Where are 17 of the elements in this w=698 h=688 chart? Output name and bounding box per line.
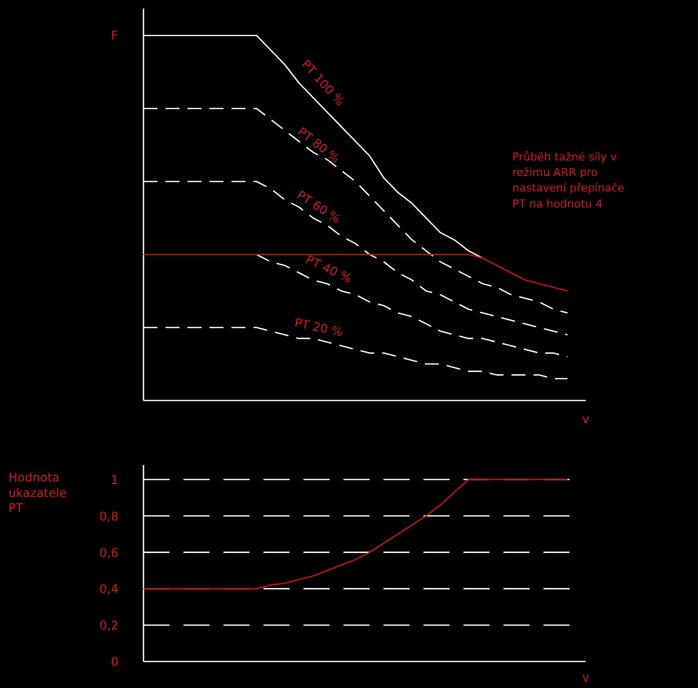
text: PT 80 % — [295, 124, 342, 166]
y-tick-label: 0,8 — [99, 509, 119, 524]
y-tick-label: 0,2 — [99, 618, 119, 633]
text: PT 100 % — [298, 57, 348, 109]
y-tick-label: 0,6 — [99, 546, 119, 560]
y-tick-label: 1 — [110, 473, 119, 487]
text: PT 60 % — [294, 188, 344, 226]
x-axis-title: v — [582, 412, 590, 426]
y-axis-title: F — [110, 28, 118, 42]
text: PT 20 % — [293, 316, 344, 340]
y-tick-label: 0,4 — [99, 582, 119, 596]
y-axis-title: Hodnota ukazatele PT — [8, 470, 67, 516]
annotation: Průběh tažné síly v režimu ARR pro nastavení přepínače PT na hodnotu 4 — [512, 150, 624, 210]
line-series — [142, 478, 568, 590]
text: PT 40 % — [304, 252, 354, 286]
x-axis-title: v — [582, 670, 590, 685]
y-tick-label: 0 — [110, 655, 119, 669]
